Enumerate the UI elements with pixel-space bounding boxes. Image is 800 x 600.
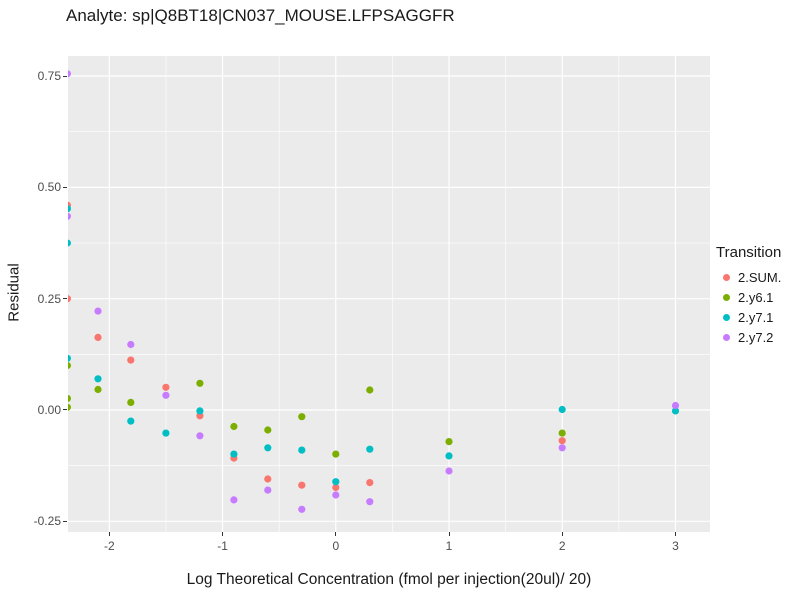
plot-panel [68,56,710,532]
y-tick-label: -0.25 [33,514,61,529]
x-tick-label: -1 [217,539,228,553]
data-point-2.SUM. [332,483,340,492]
legend-swatch-icon [723,333,730,341]
legend-items: 2.SUM. 2.y6.1 2.y7.1 2.y7.2 [716,267,781,347]
data-point-2.y7.1 [68,354,71,362]
x-tick-mark [561,532,563,536]
data-point-2.y7.2 [68,212,71,220]
data-point-2.y6.1 [264,426,272,434]
data-point-2.y7.1 [230,450,238,458]
data-point-2.SUM. [366,479,374,487]
data-point-2.SUM. [94,333,102,341]
data-point-2.y7.1 [264,444,272,452]
legend-label: 2.SUM. [738,269,782,285]
data-point-2.y6.1 [68,403,71,411]
data-point-2.SUM. [558,437,566,445]
data-point-2.y6.1 [558,429,566,437]
data-point-2.y7.1 [445,452,453,460]
x-tick-label: 2 [558,539,566,553]
y-tick-mark [63,298,67,300]
data-point-2.SUM. [264,475,272,483]
y-tick-mark [63,520,67,522]
data-point-2.y7.2 [68,70,71,78]
data-point-2.y7.2 [264,486,272,494]
data-point-2.y7.1 [127,417,135,425]
data-point-2.y7.1 [298,446,306,454]
data-point-2.y7.1 [68,205,71,213]
data-point-2.y7.2 [127,340,135,349]
x-tick-label: 3 [672,539,679,553]
data-point-2.y7.1 [196,407,204,415]
data-point-2.y7.1 [558,405,566,414]
data-point-2.SUM. [127,356,135,364]
x-tick-mark [108,532,110,536]
data-point-2.y6.1 [127,398,135,406]
x-tick-label: -2 [103,539,115,553]
x-tick-mark [674,532,676,536]
legend: Transition 2.SUM. 2.y6.1 2.y7.1 2.y7.2 [716,244,781,347]
y-tick-label: 0.50 [37,180,61,195]
legend-item-2.y6.1: 2.y6.1 [716,287,781,307]
data-point-2.SUM. [68,295,71,303]
data-point-2.y6.1 [196,379,204,387]
data-point-2.y6.1 [68,394,71,402]
data-point-2.y7.2 [196,432,204,440]
legend-title: Transition [716,244,782,261]
data-point-2.SUM. [298,481,306,489]
y-tick-label: 0.25 [37,291,61,306]
y-tick-mark [63,75,67,77]
data-point-2.y6.1 [332,450,340,458]
data-point-2.y7.2 [230,496,238,504]
legend-label: 2.y7.1 [738,309,774,325]
data-point-2.y7.2 [298,505,306,513]
data-point-2.y7.2 [366,498,374,506]
data-point-2.y7.2 [94,307,102,315]
data-point-2.y6.1 [445,438,453,446]
y-tick-mark [63,186,67,188]
y-tick-label: 0.75 [37,69,61,84]
data-point-2.y7.1 [332,478,340,486]
data-point-2.y7.1 [94,375,102,383]
data-point-2.y6.1 [94,385,102,394]
legend-item-2.y7.1: 2.y7.1 [716,307,781,327]
x-tick-mark [335,532,337,536]
data-point-2.y6.1 [298,413,306,421]
legend-swatch-icon [723,293,730,301]
data-point-2.y7.2 [445,467,453,475]
x-tick-mark [222,532,224,536]
x-axis-title: Log Theoretical Concentration (fmol per … [186,571,592,588]
data-point-2.y6.1 [366,386,374,394]
legend-item-2.SUM.: 2.SUM. [716,267,781,287]
data-point-2.y6.1 [230,422,238,431]
legend-label: 2.y6.1 [738,289,774,305]
legend-item-2.y7.2: 2.y7.2 [716,327,781,347]
legend-swatch-icon [723,313,730,321]
data-point-2.SUM. [162,383,170,391]
x-tick-label: 0 [332,539,340,553]
data-point-2.y7.1 [162,429,170,437]
x-tick-mark [448,532,450,536]
data-point-2.y6.1 [68,361,71,370]
y-tick-label: 0.00 [37,402,61,417]
legend-swatch-icon [723,273,730,281]
legend-label: 2.y7.2 [738,329,774,345]
plot-canvas [68,56,710,532]
data-point-2.y7.2 [332,491,340,499]
data-point-2.y7.2 [162,391,170,399]
x-tick-label: 1 [445,539,453,553]
data-point-2.y7.1 [671,407,680,415]
data-point-2.y7.1 [366,445,374,453]
data-point-2.y7.2 [671,401,680,410]
chart-title: Analyte: sp|Q8BT18|CN037_MOUSE.LFPSAGGFR [66,6,455,25]
y-tick-mark [63,409,67,411]
data-point-2.y7.1 [68,239,71,247]
data-point-2.y7.2 [558,444,566,452]
